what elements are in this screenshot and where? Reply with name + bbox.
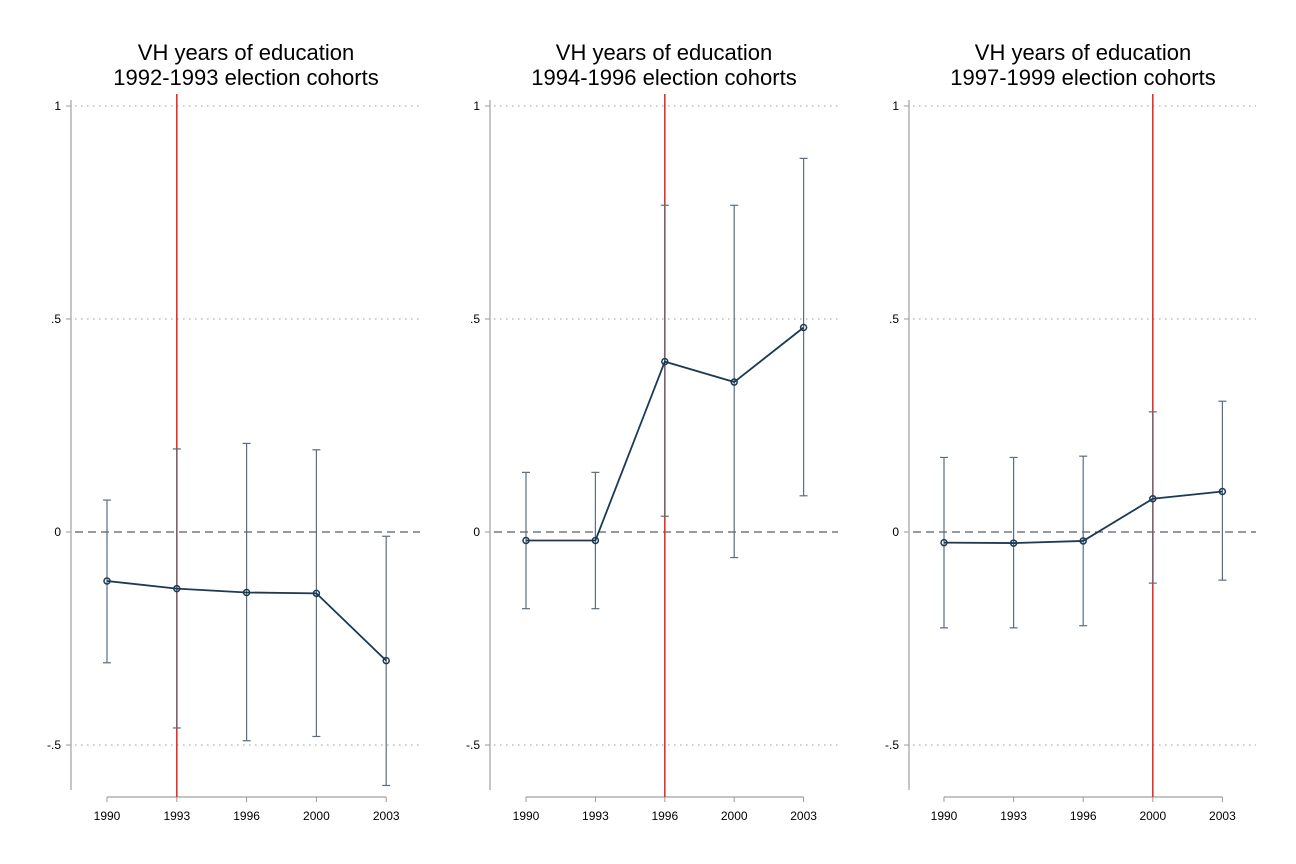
- data-point: [312, 589, 321, 598]
- x-tick-label: 2000: [303, 809, 330, 823]
- x-tick-label: 1993: [582, 809, 609, 823]
- data-point: [1149, 495, 1157, 503]
- chart-title: 1997-1999 election cohorts: [950, 65, 1215, 90]
- x-tick-label: 2003: [1209, 809, 1236, 823]
- y-tick-label: 0: [892, 525, 899, 539]
- data-point: [730, 378, 738, 386]
- data-point: [103, 577, 111, 585]
- y-tick-label: 1: [54, 99, 61, 113]
- x-tick-label: 2003: [373, 809, 400, 823]
- data-point: [591, 536, 600, 545]
- y-tick-label: -.5: [47, 738, 61, 752]
- series-line: [526, 326, 805, 542]
- y-tick-label: .5: [51, 312, 61, 326]
- data-point: [1009, 539, 1018, 547]
- x-tick-label: 2000: [1139, 809, 1166, 823]
- chart-title: 1994-1996 election cohorts: [531, 65, 796, 90]
- data-point: [1079, 537, 1087, 545]
- x-tick-label: 1993: [163, 809, 190, 823]
- series-line: [943, 490, 1223, 544]
- x-tick-label: 1990: [931, 809, 958, 823]
- y-tick-label: -.5: [885, 738, 899, 752]
- data-point: [382, 656, 390, 665]
- x-tick-label: 1990: [513, 809, 540, 823]
- data-point: [522, 536, 530, 545]
- chart-title: 1992-1993 election cohorts: [113, 65, 378, 90]
- y-tick-label: .5: [470, 312, 480, 326]
- series-line: [106, 580, 387, 662]
- data-point: [661, 357, 669, 366]
- x-tick-label: 2003: [790, 809, 817, 823]
- y-tick-label: 0: [54, 525, 61, 539]
- y-tick-label: 1: [892, 99, 899, 113]
- x-tick-label: 1990: [94, 809, 121, 823]
- y-tick-label: 0: [473, 525, 480, 539]
- data-point: [1218, 487, 1227, 496]
- data-point: [173, 584, 181, 593]
- chart-title: VH years of education: [556, 40, 772, 65]
- chart-title: VH years of education: [138, 40, 354, 65]
- x-tick-label: 1996: [233, 809, 260, 823]
- x-tick-label: 1996: [651, 809, 678, 823]
- x-tick-label: 1996: [1070, 809, 1097, 823]
- data-point: [242, 588, 251, 597]
- x-tick-label: 2000: [721, 809, 748, 823]
- y-tick-label: 1: [473, 99, 480, 113]
- chart-title: VH years of education: [975, 40, 1191, 65]
- y-tick-label: .5: [889, 312, 899, 326]
- data-point: [799, 323, 808, 332]
- x-tick-label: 1993: [1000, 809, 1027, 823]
- data-point: [940, 538, 948, 547]
- y-tick-label: -.5: [466, 738, 480, 752]
